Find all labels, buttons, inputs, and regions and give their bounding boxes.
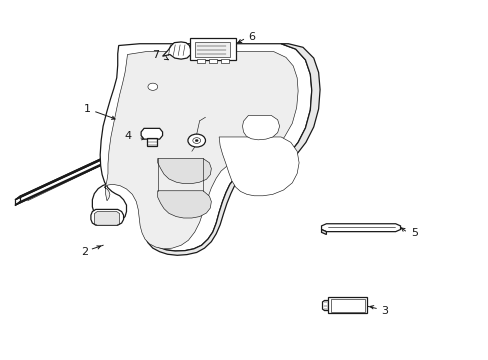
Polygon shape [92,44,311,251]
FancyBboxPatch shape [221,59,228,63]
Text: 1: 1 [84,104,91,114]
Text: 7: 7 [152,50,159,60]
Circle shape [187,134,205,147]
Text: 2: 2 [81,247,88,257]
Polygon shape [219,137,299,196]
Polygon shape [141,129,162,139]
FancyBboxPatch shape [208,59,216,63]
Polygon shape [15,101,237,205]
FancyBboxPatch shape [196,59,204,63]
FancyBboxPatch shape [147,138,157,146]
Polygon shape [321,229,326,234]
Polygon shape [15,96,237,200]
Circle shape [195,139,198,141]
FancyBboxPatch shape [328,297,366,314]
Polygon shape [321,224,400,231]
Polygon shape [162,42,190,59]
Polygon shape [158,191,211,218]
Text: 5: 5 [410,228,417,238]
Circle shape [192,138,200,143]
Polygon shape [322,301,328,311]
Polygon shape [94,212,120,225]
Text: 6: 6 [248,32,255,42]
Text: 4: 4 [124,131,132,141]
Polygon shape [242,116,279,140]
Circle shape [148,83,158,90]
FancyBboxPatch shape [194,41,229,57]
Text: 3: 3 [381,306,387,315]
Polygon shape [104,51,298,249]
Polygon shape [145,44,320,255]
Polygon shape [158,158,211,184]
FancyBboxPatch shape [190,38,236,60]
Polygon shape [91,210,123,225]
FancyBboxPatch shape [330,299,364,312]
